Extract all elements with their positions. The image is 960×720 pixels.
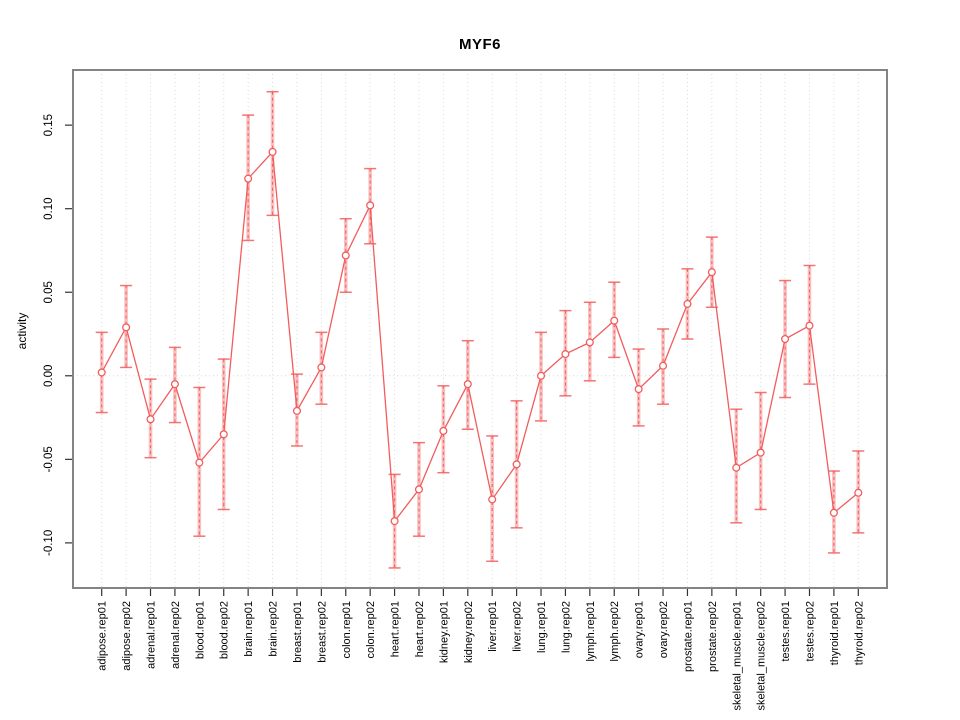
y-tick-label: 0.00 (43, 365, 55, 387)
y-tick-label: -0.10 (43, 530, 55, 556)
x-tick-label: colon.rep02 (365, 601, 377, 659)
data-point (146, 415, 155, 424)
data-point (683, 299, 692, 308)
x-tick-label: testes.rep02 (804, 601, 816, 662)
data-point (756, 448, 765, 457)
data-point (463, 380, 472, 389)
x-tick-label: testes.rep01 (780, 601, 792, 662)
x-tick-label: lymph.rep01 (585, 601, 597, 662)
x-tick-label: thyroid.rep02 (853, 601, 865, 665)
data-point (268, 147, 277, 156)
data-point (439, 426, 448, 435)
x-tick-label: blood.rep01 (194, 601, 206, 659)
x-tick-label: adipose.rep01 (97, 601, 109, 671)
data-point (390, 517, 399, 526)
x-tick-label: skeletal_muscle.rep02 (756, 601, 768, 710)
data-point (317, 363, 326, 372)
y-tick-label: 0.05 (43, 281, 55, 303)
series-line (101, 150, 859, 523)
x-tick-label: adipose.rep02 (121, 601, 133, 671)
x-tick-label: breast.rep02 (316, 601, 328, 663)
x-tick-label: liver.rep02 (512, 601, 524, 652)
data-point (97, 368, 106, 377)
data-point (195, 458, 204, 467)
x-tick-label: skeletal_muscle.rep01 (731, 601, 743, 710)
data-point (829, 508, 838, 517)
x-tick-label: lung.rep01 (536, 601, 548, 653)
data-point (219, 430, 228, 439)
data-point (561, 350, 570, 359)
data-point (658, 361, 668, 370)
x-tick-label: breast.rep01 (292, 601, 304, 663)
x-tick-label: colon.rep01 (341, 601, 353, 659)
x-tick-label: kidney.rep02 (463, 601, 475, 663)
data-point (634, 385, 643, 394)
data-point (610, 316, 619, 325)
y-tick-label: 0.15 (43, 114, 55, 136)
data-point (122, 323, 131, 332)
data-point (707, 268, 716, 277)
x-tick-label: heart.rep01 (390, 601, 402, 657)
x-tick-label: heart.rep02 (414, 601, 426, 657)
x-tick-label: prostate.rep02 (707, 601, 719, 672)
data-point (341, 251, 350, 260)
data-point (366, 201, 375, 210)
x-tick-label: lymph.rep02 (609, 601, 621, 662)
data-point (536, 371, 546, 380)
x-tick-label: brain.rep02 (268, 601, 280, 657)
data-point (854, 488, 863, 497)
x-tick-label: thyroid.rep01 (829, 601, 841, 665)
data-point (512, 460, 521, 469)
y-tick-label: 0.10 (43, 197, 55, 219)
x-tick-label: blood.rep02 (219, 601, 231, 659)
data-point (732, 463, 741, 472)
chart-title: MYF6 (458, 36, 501, 53)
x-tick-label: adrenal.rep02 (170, 601, 182, 669)
data-point (488, 495, 497, 504)
x-tick-label: brain.rep01 (243, 601, 255, 657)
plot-border (72, 69, 888, 589)
x-tick-label: prostate.rep01 (682, 601, 694, 672)
x-tick-label: ovary.rep02 (658, 601, 670, 658)
x-tick-label: adrenal.rep01 (146, 601, 158, 669)
data-point (170, 380, 179, 389)
data-point (292, 406, 302, 415)
data-point (244, 174, 253, 183)
x-tick-label: ovary.rep01 (634, 601, 646, 658)
data-point (781, 334, 790, 344)
data-point (414, 485, 424, 494)
y-tick-label: -0.05 (43, 446, 55, 472)
x-tick-label: kidney.rep01 (438, 601, 450, 663)
data-point (805, 321, 814, 330)
x-tick-label: liver.rep01 (487, 601, 499, 652)
data-point (585, 338, 594, 347)
x-tick-label: lung.rep02 (560, 601, 572, 653)
